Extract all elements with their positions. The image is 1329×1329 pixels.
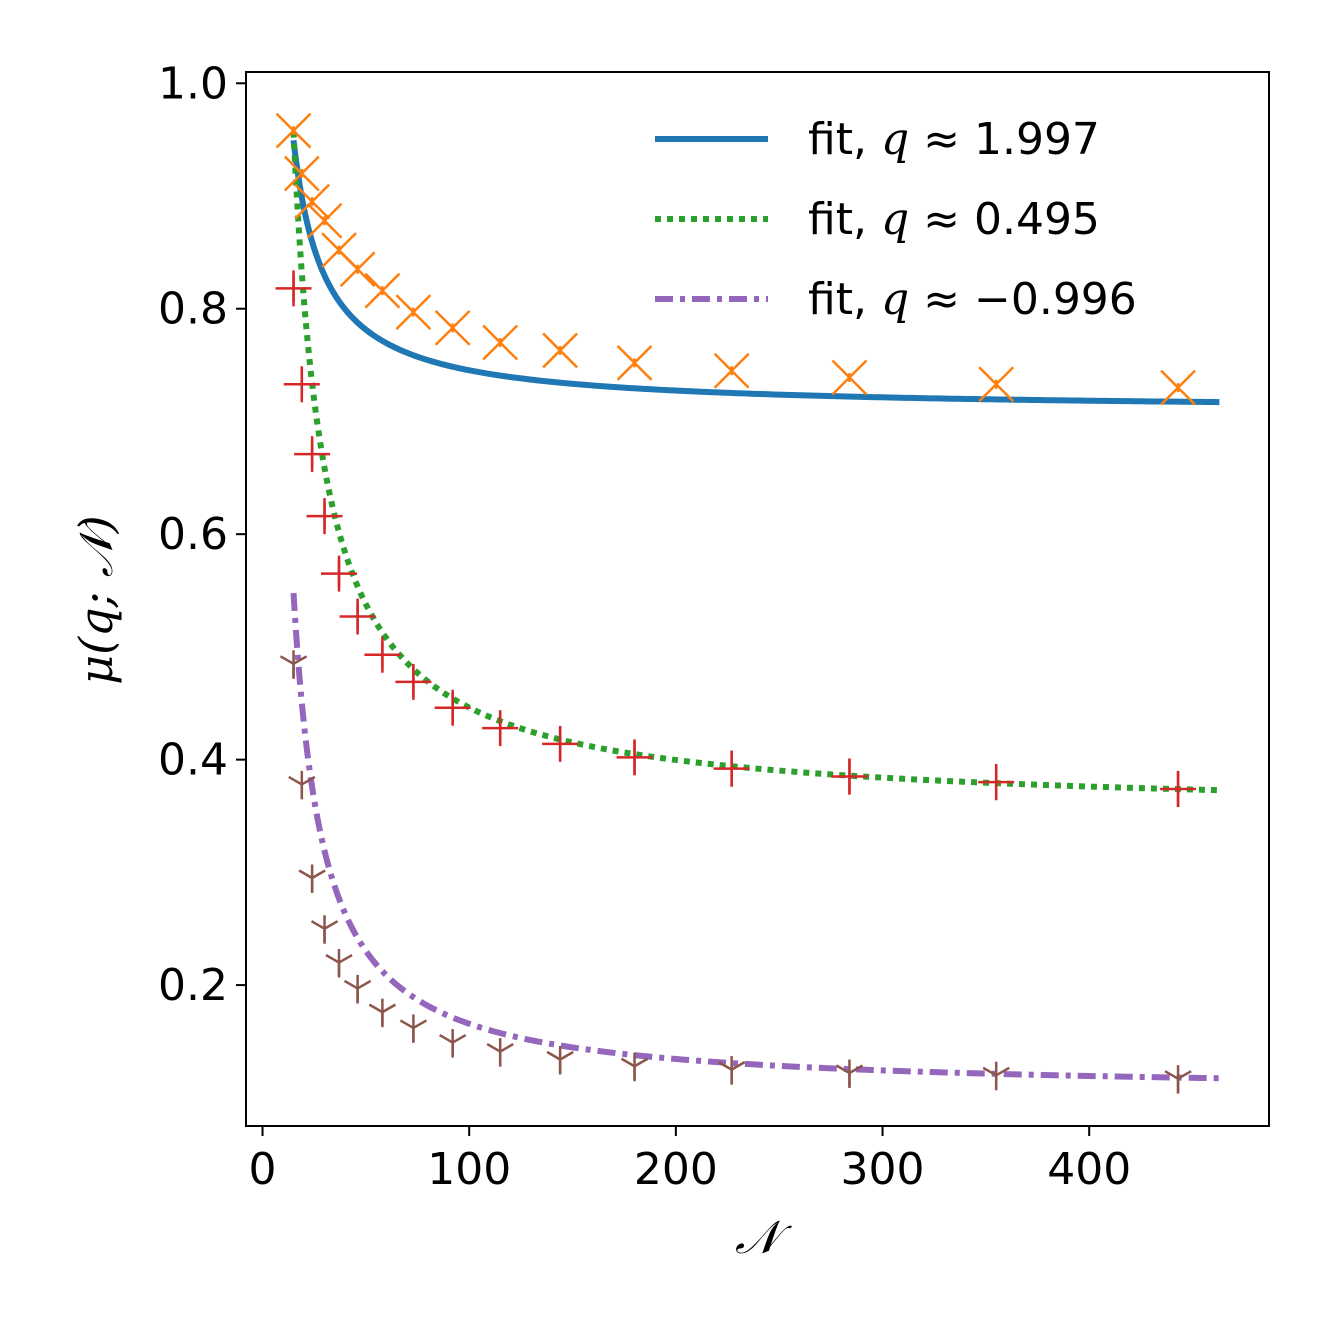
data-point	[339, 251, 376, 288]
x-tick-label: 200	[634, 1144, 718, 1195]
y-tick-label: 0.4	[158, 735, 228, 786]
data-point	[395, 663, 432, 700]
data-point	[717, 1061, 746, 1085]
data-point	[1160, 369, 1196, 406]
data-point	[835, 1064, 864, 1089]
data-point	[364, 272, 401, 309]
data-point	[294, 183, 331, 220]
fit-line-2	[290, 131, 1220, 794]
fit-line-3	[290, 592, 1220, 1082]
data-point	[279, 655, 308, 679]
data-point	[325, 953, 353, 978]
data-point	[294, 436, 331, 473]
data-point	[275, 112, 312, 149]
data-point	[482, 710, 519, 747]
data-point	[616, 344, 653, 381]
data-point	[321, 555, 357, 592]
data-point	[339, 598, 376, 635]
data-point	[283, 366, 320, 403]
data-point	[275, 270, 312, 307]
data-point	[542, 332, 579, 369]
data-point	[438, 1033, 467, 1058]
data-point	[831, 758, 868, 795]
data-point	[434, 689, 471, 726]
data-point	[713, 352, 750, 389]
plot-frame	[245, 71, 1270, 1127]
legend-label-1: fit, q ≈ 1.997	[808, 114, 1100, 165]
data-point	[288, 775, 316, 800]
y-axis-label: μ(q; 𝒩)	[69, 515, 123, 684]
data-point	[306, 498, 343, 535]
data-point	[713, 750, 750, 787]
y-tick-label: 1.0	[158, 58, 228, 109]
legend-label-3: fit, q ≈ −0.996	[808, 274, 1137, 325]
y-tick-label: 0.6	[158, 509, 228, 560]
y-tick-label: 0.8	[158, 284, 228, 335]
legend-label-2: fit, q ≈ 0.495	[808, 194, 1100, 245]
data-point	[482, 324, 519, 361]
fit-line-1	[290, 139, 1220, 406]
data-point	[982, 1066, 1010, 1091]
data-series-3	[279, 650, 1192, 1094]
data-point	[1160, 770, 1197, 807]
data-series-2	[275, 270, 1197, 807]
x-axis: 0 100 200 300 400	[249, 1126, 1131, 1195]
data-point	[978, 764, 1015, 801]
x-tick-label: 400	[1047, 1144, 1131, 1195]
data-point	[620, 1057, 649, 1082]
data-point	[399, 1019, 428, 1043]
data-point	[310, 920, 339, 944]
x-axis-label: 𝒩	[735, 1210, 792, 1264]
data-series-1	[275, 112, 1196, 406]
data-point	[368, 1003, 397, 1028]
data-point	[434, 310, 471, 346]
plot-area	[246, 72, 1269, 1126]
data-point	[298, 869, 326, 893]
data-point	[542, 725, 579, 762]
x-tick-label: 300	[841, 1144, 925, 1195]
data-point	[306, 202, 343, 239]
data-point	[978, 366, 1015, 403]
x-tick-label: 100	[427, 1144, 511, 1195]
y-axis: 0.2 0.4 0.6 0.8 1.0	[158, 58, 246, 1011]
y-tick-label: 0.2	[158, 960, 228, 1011]
x-tick-label: 0	[249, 1144, 277, 1195]
data-point	[343, 979, 372, 1004]
data-point	[616, 739, 653, 776]
legend: fit, q ≈ 1.997 fit, q ≈ 0.495 fit, q ≈ −0.…	[655, 114, 1137, 325]
series-layer	[275, 112, 1220, 1094]
data-point	[831, 359, 868, 396]
data-point	[1164, 1070, 1192, 1094]
data-point	[546, 1050, 574, 1075]
data-point	[486, 1043, 514, 1067]
data-point	[364, 636, 401, 673]
data-point	[283, 155, 320, 192]
data-point	[395, 294, 432, 330]
